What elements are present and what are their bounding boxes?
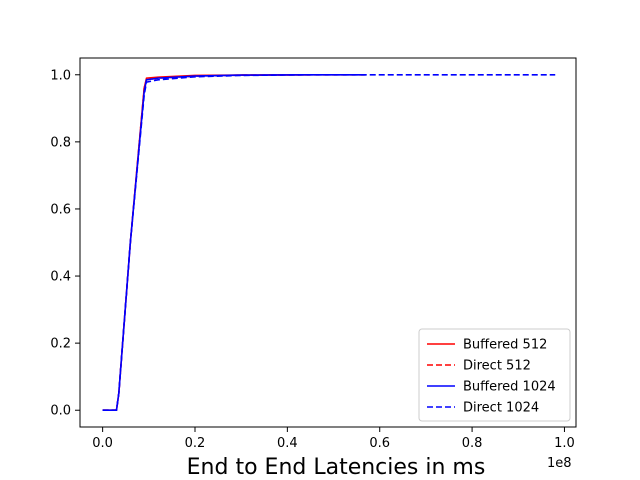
x-tick-label: 0.2 xyxy=(185,436,206,451)
x-tick-label: 0.4 xyxy=(277,436,298,451)
x-tick-label: 0.6 xyxy=(369,436,390,451)
plot-area-frame xyxy=(79,57,577,428)
series-line-3 xyxy=(102,73,556,412)
x-axis-title: End to End Latencies in ms xyxy=(187,455,486,480)
legend-label: Buffered 1024 xyxy=(463,380,556,395)
x-tick-label: 0.8 xyxy=(462,436,483,451)
y-tick-label: 0.8 xyxy=(50,135,71,150)
legend-label: Buffered 512 xyxy=(463,338,547,353)
y-tick-label: 0.2 xyxy=(50,337,71,352)
y-tick-label: 1.0 xyxy=(50,68,71,83)
legend-label: Direct 512 xyxy=(463,359,531,374)
legend: Buffered 512 Direct 512 Buffered 1024 Direc… xyxy=(418,328,571,422)
legend-label: Direct 1024 xyxy=(463,401,539,416)
x-tick-label: 0.0 xyxy=(92,436,113,451)
x-axis: 0.0 0.2 0.4 0.6 0.8 1.0 xyxy=(92,427,575,451)
legend-box xyxy=(418,328,571,422)
y-tick-label: 0.6 xyxy=(50,202,71,217)
series-layer xyxy=(102,73,556,412)
y-tick-label: 0.4 xyxy=(50,270,71,285)
y-tick-label: 0.0 xyxy=(50,404,71,419)
x-axis-offset-label: 1e8 xyxy=(547,456,572,471)
x-tick-label: 1.0 xyxy=(554,436,575,451)
y-axis: 0.0 0.2 0.4 0.6 0.8 1.0 xyxy=(50,68,80,419)
